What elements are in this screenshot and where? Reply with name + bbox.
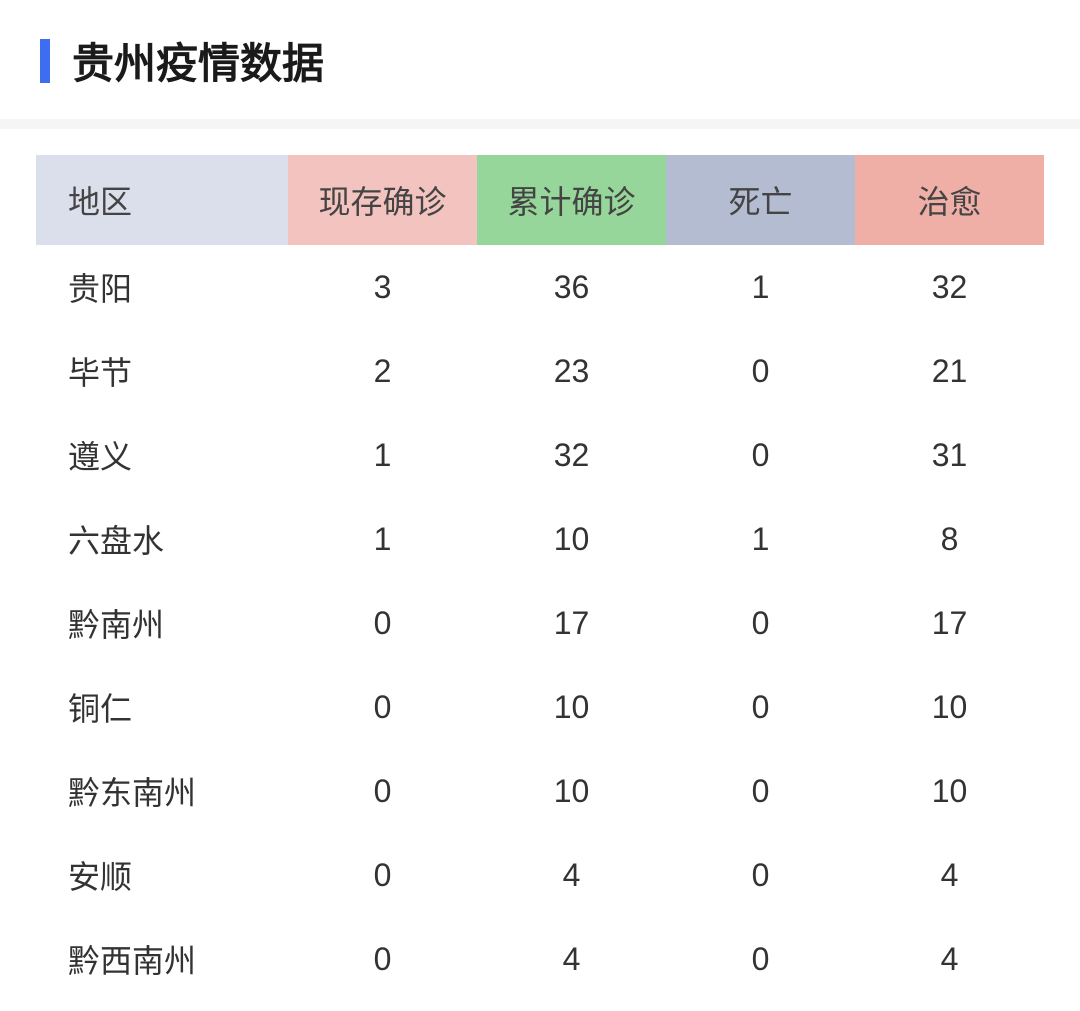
cell-region: 贵阳 [36, 245, 288, 329]
table-row: 黔西南州 0 4 0 4 [36, 917, 1044, 1001]
cell-cured: 21 [855, 329, 1044, 413]
cell-death: 0 [666, 581, 855, 665]
cell-cured: 32 [855, 245, 1044, 329]
header-cured: 治愈 [855, 155, 1044, 245]
cell-region: 安顺 [36, 833, 288, 917]
cell-death: 0 [666, 833, 855, 917]
cell-total: 23 [477, 329, 666, 413]
cell-region: 六盘水 [36, 497, 288, 581]
cell-total: 10 [477, 497, 666, 581]
cell-region: 黔东南州 [36, 749, 288, 833]
table-row: 铜仁 0 10 0 10 [36, 665, 1044, 749]
table-row: 安顺 0 4 0 4 [36, 833, 1044, 917]
cell-total: 36 [477, 245, 666, 329]
cell-death: 0 [666, 917, 855, 1001]
cell-cured: 17 [855, 581, 1044, 665]
cell-total: 4 [477, 833, 666, 917]
cell-current: 1 [288, 497, 477, 581]
cell-current: 3 [288, 245, 477, 329]
title-accent-bar [40, 39, 50, 83]
header-total-confirmed: 累计确诊 [477, 155, 666, 245]
cell-region: 黔南州 [36, 581, 288, 665]
header-region: 地区 [36, 155, 288, 245]
table-row: 毕节 2 23 0 21 [36, 329, 1044, 413]
table-row: 黔南州 0 17 0 17 [36, 581, 1044, 665]
table-header-row: 地区 现存确诊 累计确诊 死亡 治愈 [36, 155, 1044, 245]
cell-total: 17 [477, 581, 666, 665]
cell-total: 10 [477, 749, 666, 833]
cell-death: 1 [666, 245, 855, 329]
cell-death: 0 [666, 413, 855, 497]
cell-total: 10 [477, 665, 666, 749]
table-container: 地区 现存确诊 累计确诊 死亡 治愈 贵阳 3 36 1 32 毕节 2 23 … [0, 129, 1080, 1011]
cell-current: 0 [288, 581, 477, 665]
cell-region: 铜仁 [36, 665, 288, 749]
cell-current: 0 [288, 665, 477, 749]
cell-current: 0 [288, 917, 477, 1001]
epidemic-data-table: 地区 现存确诊 累计确诊 死亡 治愈 贵阳 3 36 1 32 毕节 2 23 … [36, 155, 1044, 1001]
table-row: 贵阳 3 36 1 32 [36, 245, 1044, 329]
cell-cured: 10 [855, 665, 1044, 749]
table-row: 遵义 1 32 0 31 [36, 413, 1044, 497]
table-body: 贵阳 3 36 1 32 毕节 2 23 0 21 遵义 1 32 0 31 [36, 245, 1044, 1001]
cell-current: 1 [288, 413, 477, 497]
cell-current: 2 [288, 329, 477, 413]
cell-death: 0 [666, 749, 855, 833]
page-title: 贵州疫情数据 [72, 30, 324, 91]
cell-death: 1 [666, 497, 855, 581]
title-section: 贵州疫情数据 [0, 0, 1080, 129]
cell-cured: 4 [855, 833, 1044, 917]
cell-cured: 8 [855, 497, 1044, 581]
header-deaths: 死亡 [666, 155, 855, 245]
cell-death: 0 [666, 665, 855, 749]
cell-region: 黔西南州 [36, 917, 288, 1001]
cell-current: 0 [288, 749, 477, 833]
cell-region: 遵义 [36, 413, 288, 497]
cell-region: 毕节 [36, 329, 288, 413]
cell-current: 0 [288, 833, 477, 917]
table-row: 六盘水 1 10 1 8 [36, 497, 1044, 581]
cell-cured: 4 [855, 917, 1044, 1001]
header-current-confirmed: 现存确诊 [288, 155, 477, 245]
cell-cured: 31 [855, 413, 1044, 497]
cell-total: 4 [477, 917, 666, 1001]
cell-death: 0 [666, 329, 855, 413]
table-row: 黔东南州 0 10 0 10 [36, 749, 1044, 833]
cell-total: 32 [477, 413, 666, 497]
cell-cured: 10 [855, 749, 1044, 833]
